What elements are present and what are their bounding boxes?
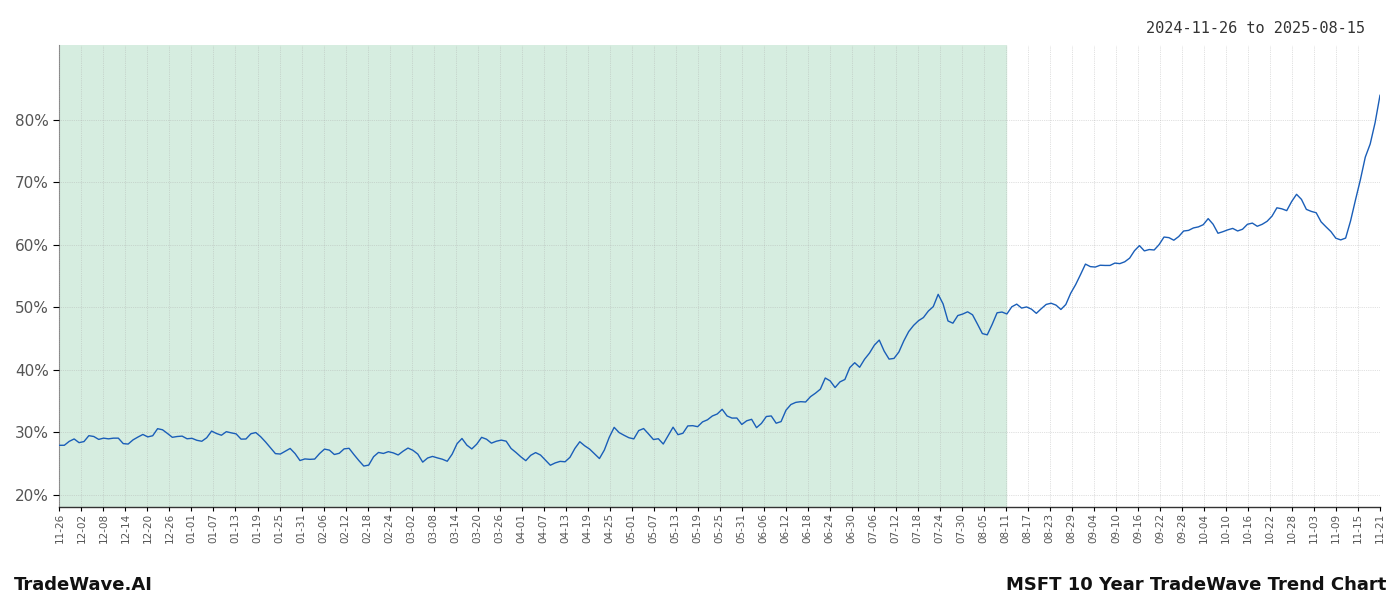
Bar [59, 45, 1005, 507]
Text: MSFT 10 Year TradeWave Trend Chart: MSFT 10 Year TradeWave Trend Chart [1005, 576, 1386, 594]
Text: 2024-11-26 to 2025-08-15: 2024-11-26 to 2025-08-15 [1147, 21, 1365, 36]
Text: TradeWave.AI: TradeWave.AI [14, 576, 153, 594]
